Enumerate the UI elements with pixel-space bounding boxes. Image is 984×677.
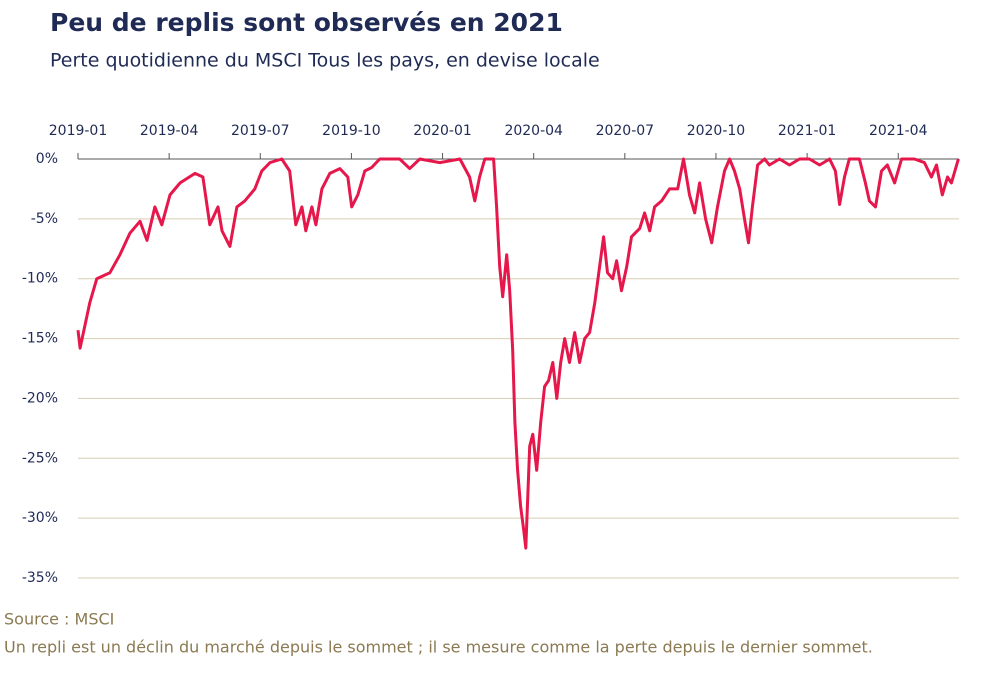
x-tick-label: 2020-01: [413, 123, 472, 139]
y-tick-label: -25%: [22, 450, 58, 466]
source: Source : MSCI: [4, 610, 114, 629]
x-tick-label: 2019-01: [49, 123, 108, 139]
x-tick-label: 2019-07: [231, 123, 290, 139]
y-tick-label: -20%: [22, 390, 58, 406]
chart-title: Peu de replis sont observés en 2021: [50, 8, 563, 37]
x-tick-label: 2021-01: [778, 123, 837, 139]
y-tick-label: -30%: [22, 510, 58, 526]
x-tick-label: 2019-04: [140, 123, 199, 139]
y-tick-label: 0%: [36, 151, 58, 167]
data-line: [76, 157, 960, 550]
y-tick-label: -5%: [31, 211, 58, 227]
note: Un repli est un déclin du marché depuis …: [4, 638, 873, 657]
chart-subtitle: Perte quotidienne du MSCI Tous les pays,…: [50, 50, 600, 72]
x-tick-label: 2021-04: [869, 123, 928, 139]
x-tick-label: 2019-10: [322, 123, 381, 139]
y-tick-label: -35%: [22, 570, 58, 586]
x-tick-label: 2020-10: [687, 123, 746, 139]
x-tick-label: 2020-07: [596, 123, 655, 139]
y-tick-label: -10%: [22, 271, 58, 287]
x-tick-label: 2020-04: [504, 123, 563, 139]
y-tick-label: -15%: [22, 331, 58, 347]
